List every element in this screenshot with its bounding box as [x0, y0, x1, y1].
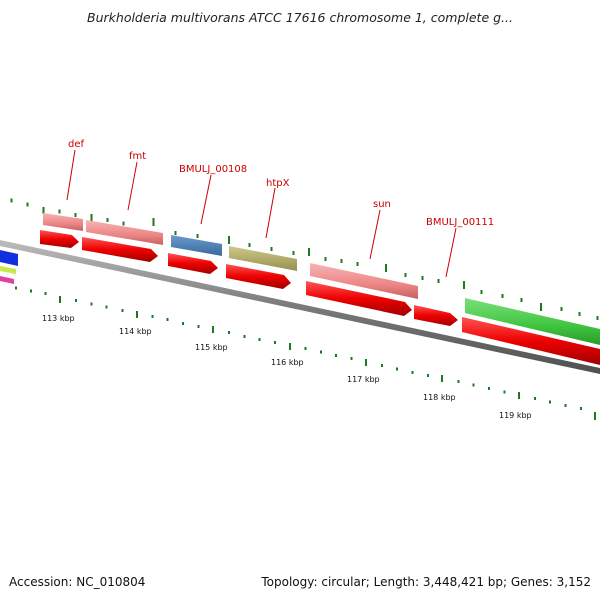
ruler-labels: 113 kbp 114 kbp 115 kbp 116 kbp 117 kbp … — [42, 314, 532, 420]
ruler-label: 118 kbp — [423, 393, 456, 402]
left-edge-features[interactable] — [0, 250, 18, 284]
accession-text: Accession: NC_010804 — [9, 575, 146, 589]
gene-label: BMULJ_00108 — [179, 164, 247, 175]
gene-label: htpX — [266, 178, 290, 189]
cds-bmulj-00108 — [168, 253, 218, 274]
chromosome-backbone — [0, 240, 600, 374]
ruler-label: 116 kbp — [271, 358, 304, 367]
gene-fmt — [86, 220, 163, 245]
label-leaders — [66, 149, 457, 278]
gene-def — [43, 213, 83, 231]
gene-track[interactable] — [43, 213, 600, 345]
gene-sun — [310, 263, 418, 299]
gene-labels: def fmt BMULJ_00108 htpX sun BMULJ_00111 — [68, 139, 494, 228]
gene-bmulj-00108 — [171, 235, 222, 256]
ruler-label: 115 kbp — [195, 343, 228, 352]
ruler-label: 117 kbp — [347, 375, 380, 384]
cds-bmulj-00111 — [414, 305, 458, 326]
ruler-label: 114 kbp — [119, 327, 152, 336]
cds-fmt — [82, 237, 158, 262]
ruler-label: 119 kbp — [499, 411, 532, 420]
cds-track[interactable] — [40, 230, 600, 365]
genome-summary-text: Topology: circular; Length: 3,448,421 bp… — [261, 575, 591, 589]
left-blue-feature — [0, 250, 18, 266]
inner-ruler-ticks — [15, 286, 596, 420]
ruler-label: 113 kbp — [42, 314, 75, 323]
gene-htpx — [229, 246, 297, 271]
gene-label: sun — [373, 199, 391, 210]
cds-green-gene — [462, 317, 600, 365]
cds-def — [40, 230, 79, 248]
left-lime-feature — [0, 266, 16, 274]
page-title: Burkholderia multivorans ATCC 17616 chro… — [87, 10, 513, 25]
cds-htpx — [226, 264, 291, 289]
outer-tick-track — [10, 198, 599, 320]
gene-label: fmt — [129, 151, 146, 162]
left-magenta-feature — [0, 276, 14, 284]
gene-green — [465, 298, 600, 345]
cds-sun — [306, 281, 412, 316]
gene-label: def — [68, 139, 85, 150]
gene-label: BMULJ_00111 — [426, 217, 494, 228]
